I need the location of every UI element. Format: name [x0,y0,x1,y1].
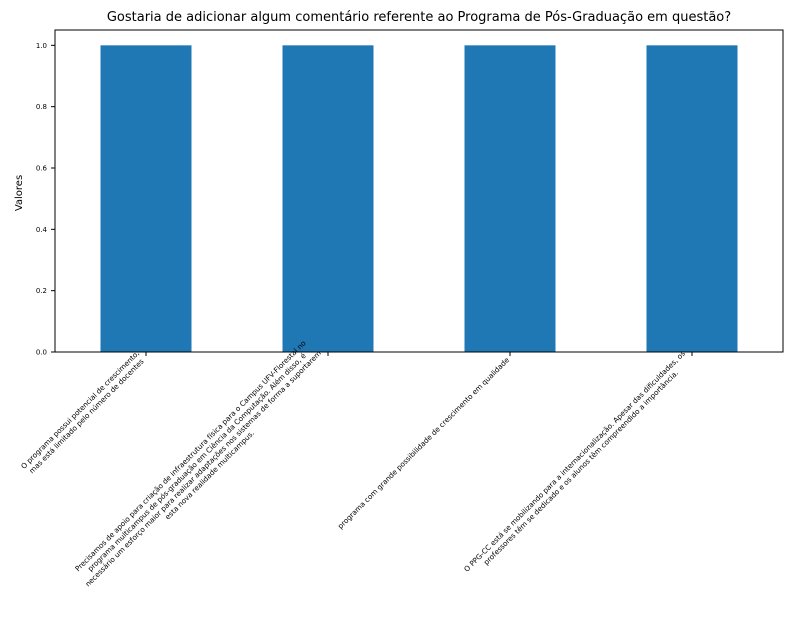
bar [464,45,556,352]
y-tick-label: 0.2 [36,287,47,295]
x-tick-label: programa com grande possibilidade de cre… [336,355,512,531]
x-tick-label-line: programa com grande possibilidade de cre… [336,355,512,531]
bar [646,45,738,352]
x-tick-label-line: O PPG-CC está se mobilizando para a inte… [462,349,687,574]
y-tick-label: 0.8 [36,103,47,111]
y-axis-label: Valores [14,175,25,211]
bars-group [100,45,738,352]
y-axis-ticks: 0.0 0.2 0.4 0.6 0.8 1.0 [36,42,55,357]
chart-title: Gostaria de adicionar algum comentário r… [107,10,731,25]
bar [100,45,192,352]
y-tick-label: 0.6 [36,165,48,173]
x-axis-ticks: O programa possui potencial de crescimen… [19,339,693,588]
x-tick-label-line: mas está limitado pelo número de docente… [27,357,146,476]
x-tick-label-line: professores têm se dedicado e os alunos … [482,368,680,566]
x-tick-label-line: O programa possui potencial de crescimen… [19,349,141,471]
y-tick-label: 0.4 [36,226,48,234]
x-tick-label: O programa possui potencial de crescimen… [19,349,146,476]
y-tick-label: 1.0 [36,42,47,50]
y-tick-label: 0.0 [36,349,47,357]
plot-frame [54,29,784,353]
x-tick-label: O PPG-CC está se mobilizando para a inte… [462,349,687,574]
bar [282,45,374,352]
